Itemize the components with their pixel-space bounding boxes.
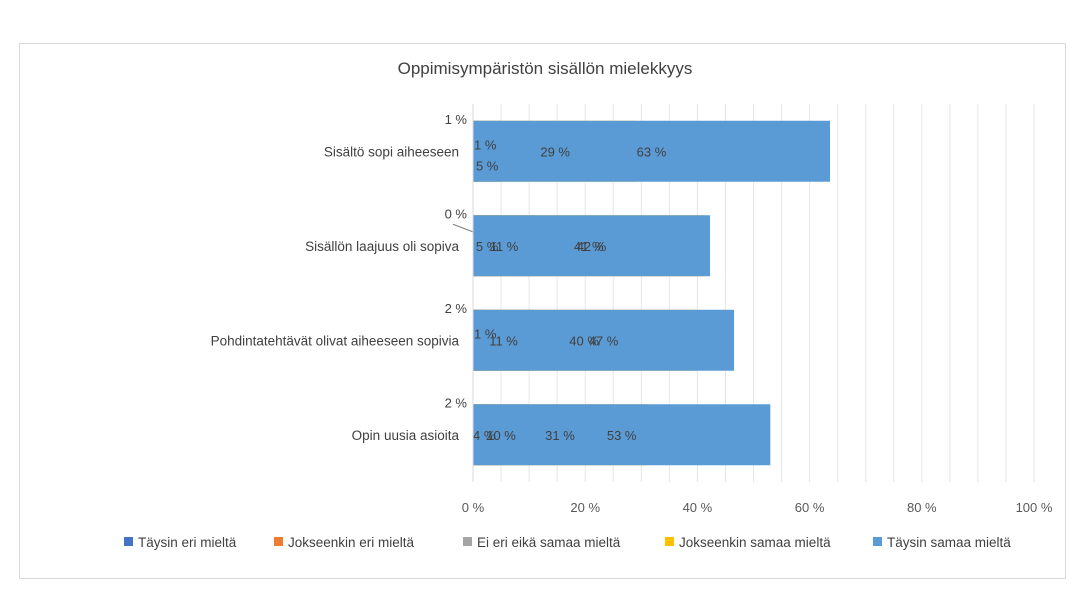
chart-title: Oppimisympäristön sisällön mielekkyys xyxy=(398,59,693,78)
legend-label: Jokseenkin samaa mieltä xyxy=(679,535,831,550)
data-label: 0 % xyxy=(445,206,468,221)
x-tick-label: 100 % xyxy=(1016,500,1053,515)
data-label: 2 % xyxy=(445,301,468,316)
data-label: 63 % xyxy=(637,144,667,159)
bar-segment xyxy=(473,404,771,466)
category-label: Sisällön laajuus oli sopiva xyxy=(305,239,459,254)
leader-line xyxy=(452,223,475,233)
legend-swatch xyxy=(274,537,283,546)
data-label: 5 % xyxy=(476,239,499,254)
category-label: Opin uusia asioita xyxy=(352,428,460,443)
data-label: 41 % xyxy=(574,239,604,254)
legend-label: Täysin samaa mieltä xyxy=(887,535,1011,550)
bar-segment xyxy=(473,215,711,277)
data-label: 42 % xyxy=(577,239,607,254)
legend-swatch xyxy=(665,537,674,546)
data-label: 5 % xyxy=(476,158,499,173)
chart-area: 1 % 1 % 5 % 29 % 63 % 0 % 5 % 11 % 41 % 42 % 2 % 1 … xyxy=(19,43,1066,579)
bar-segment xyxy=(473,309,735,371)
data-label: 31 % xyxy=(545,428,575,443)
data-label: 40 % xyxy=(569,333,599,348)
data-label: 1 % xyxy=(474,326,497,341)
legend-swatch xyxy=(463,537,472,546)
data-label: 1 % xyxy=(474,137,497,152)
chart-svg: 1 %1 %5 %29 % 63 %0 %5 %11 % 41 %42 %2 %1 … xyxy=(124,59,1053,550)
category-label: Sisältö sopi aiheeseen xyxy=(324,144,459,159)
legend-label: Jokseenkin eri mieltä xyxy=(288,535,415,550)
data-label: 29 % xyxy=(540,144,570,159)
category-label: Pohdintatehtävät olivat aiheeseen sopivi… xyxy=(211,333,460,348)
data-label: 1 % xyxy=(445,112,468,127)
legend-label: Ei eri eikä samaa mieltä xyxy=(477,535,621,550)
data-label: 10 % xyxy=(486,428,516,443)
x-tick-label: 0 % xyxy=(462,500,485,515)
legend-label: Täysin eri mieltä xyxy=(138,535,237,550)
x-tick-label: 20 % xyxy=(570,500,600,515)
data-label: 4 % xyxy=(473,428,496,443)
bar-segment xyxy=(473,120,830,182)
legend-swatch xyxy=(873,537,882,546)
data-label: 53 % xyxy=(607,428,637,443)
legend-swatch xyxy=(124,537,133,546)
x-tick-label: 80 % xyxy=(907,500,937,515)
data-label: 47 % xyxy=(589,333,619,348)
data-label: 11 % xyxy=(489,333,518,348)
data-label: 11 % xyxy=(490,239,519,254)
x-tick-label: 60 % xyxy=(795,500,825,515)
x-tick-label: 40 % xyxy=(683,500,713,515)
data-label: 2 % xyxy=(445,395,468,410)
